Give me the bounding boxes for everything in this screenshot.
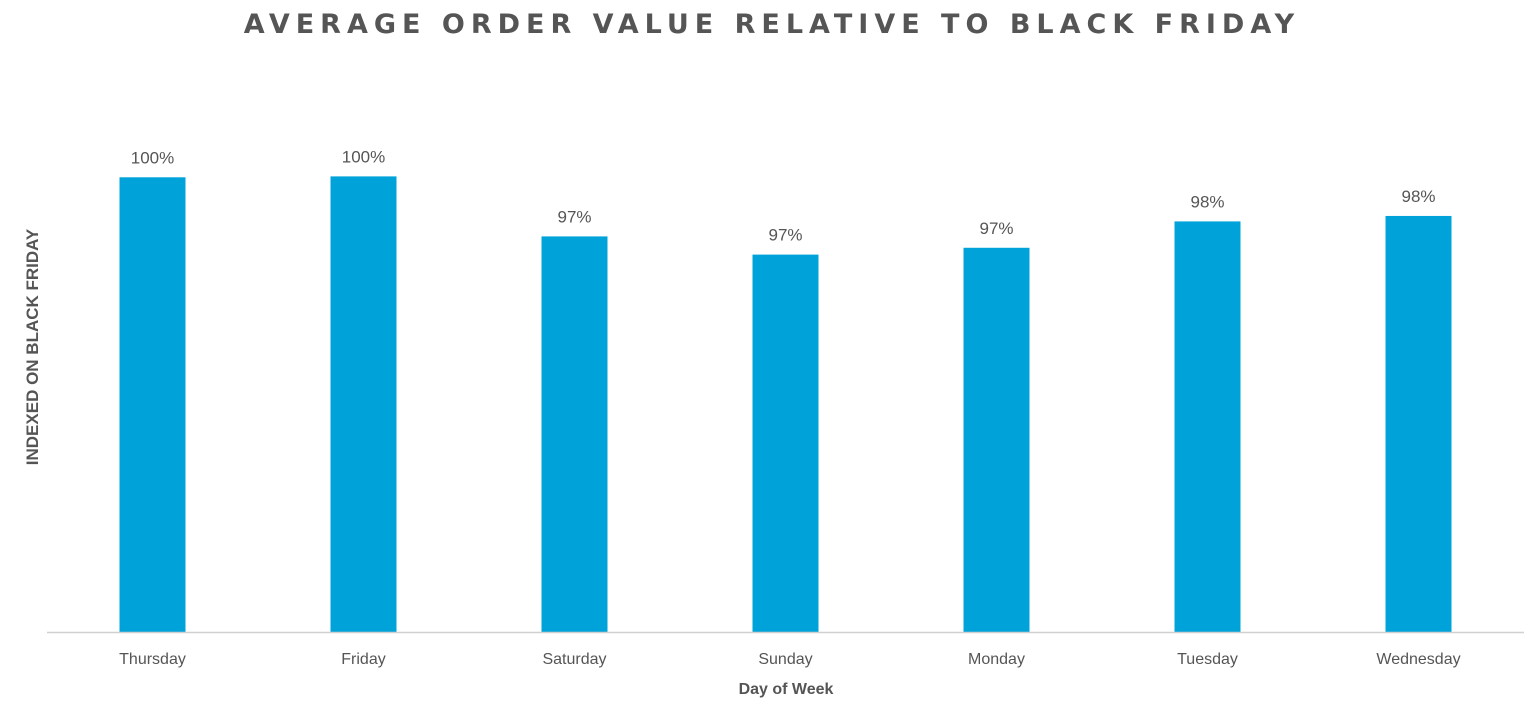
data-label-tuesday: 98% bbox=[1190, 192, 1224, 211]
bar-thursday bbox=[119, 177, 186, 633]
x-tick-label-thursday: Thursday bbox=[119, 651, 186, 668]
data-label-friday: 100% bbox=[342, 147, 385, 166]
x-tick-label-monday: Monday bbox=[968, 651, 1025, 668]
x-tick-label-friday: Friday bbox=[341, 651, 385, 668]
x-tick-label-saturday: Saturday bbox=[542, 651, 606, 668]
chart-title: AVERAGE ORDER VALUE RELATIVE TO BLACK FR… bbox=[244, 9, 1300, 40]
data-label-wednesday: 98% bbox=[1401, 187, 1435, 206]
data-label-monday: 97% bbox=[979, 219, 1013, 238]
bar-monday bbox=[963, 247, 1030, 632]
bar-saturday bbox=[541, 236, 608, 632]
x-axis-label: Day of Week bbox=[739, 681, 834, 698]
y-axis-label: INDEXED ON BLACK FRIDAY bbox=[23, 228, 42, 465]
bar-tuesday bbox=[1174, 221, 1241, 632]
bar-sunday bbox=[752, 254, 819, 632]
data-label-saturday: 97% bbox=[557, 207, 591, 226]
x-tick-label-sunday: Sunday bbox=[758, 651, 812, 668]
data-label-thursday: 100% bbox=[131, 148, 174, 167]
bar-friday bbox=[330, 176, 397, 632]
x-tick-label-tuesday: Tuesday bbox=[1177, 651, 1238, 668]
x-tick-label-wednesday: Wednesday bbox=[1376, 651, 1460, 668]
data-label-sunday: 97% bbox=[768, 226, 802, 245]
bar-wednesday bbox=[1385, 215, 1452, 632]
